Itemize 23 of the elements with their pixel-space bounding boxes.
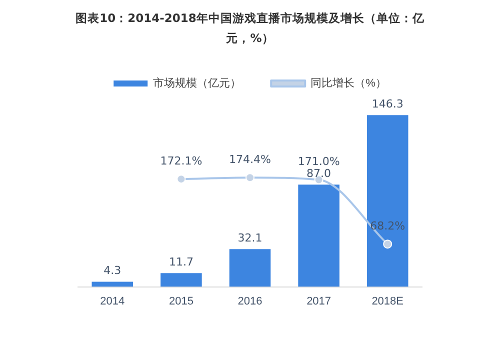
data-label: 172.1% xyxy=(160,154,202,168)
data-label: 4.3 xyxy=(104,264,122,278)
bar xyxy=(160,273,202,287)
point xyxy=(246,173,254,182)
data-label: 174.4% xyxy=(229,152,271,166)
x-tick-label: 2017 xyxy=(306,295,332,308)
x-tick-label: 2018E xyxy=(372,295,404,308)
data-label: 32.1 xyxy=(238,231,262,244)
chart-title: 图表10：2014-2018年中国游戏直播市场规模及增长（单位：亿元，%） xyxy=(75,10,425,47)
point xyxy=(383,240,392,249)
bar xyxy=(298,184,340,287)
data-label: 146.3 xyxy=(372,97,404,110)
bar xyxy=(229,249,271,287)
data-label: 87.0 xyxy=(306,167,332,180)
x-tick-label: 2016 xyxy=(238,295,262,308)
data-label: 11.7 xyxy=(168,255,194,268)
x-tick-label: 2015 xyxy=(168,295,194,308)
x-tick-label: 2014 xyxy=(100,295,125,308)
data-label: 171.0% xyxy=(298,155,340,168)
bar xyxy=(366,115,408,287)
legend-label: 市场规模（亿元） xyxy=(153,76,242,90)
point xyxy=(176,174,186,184)
legend-label: 同比增长（%） xyxy=(310,76,386,90)
